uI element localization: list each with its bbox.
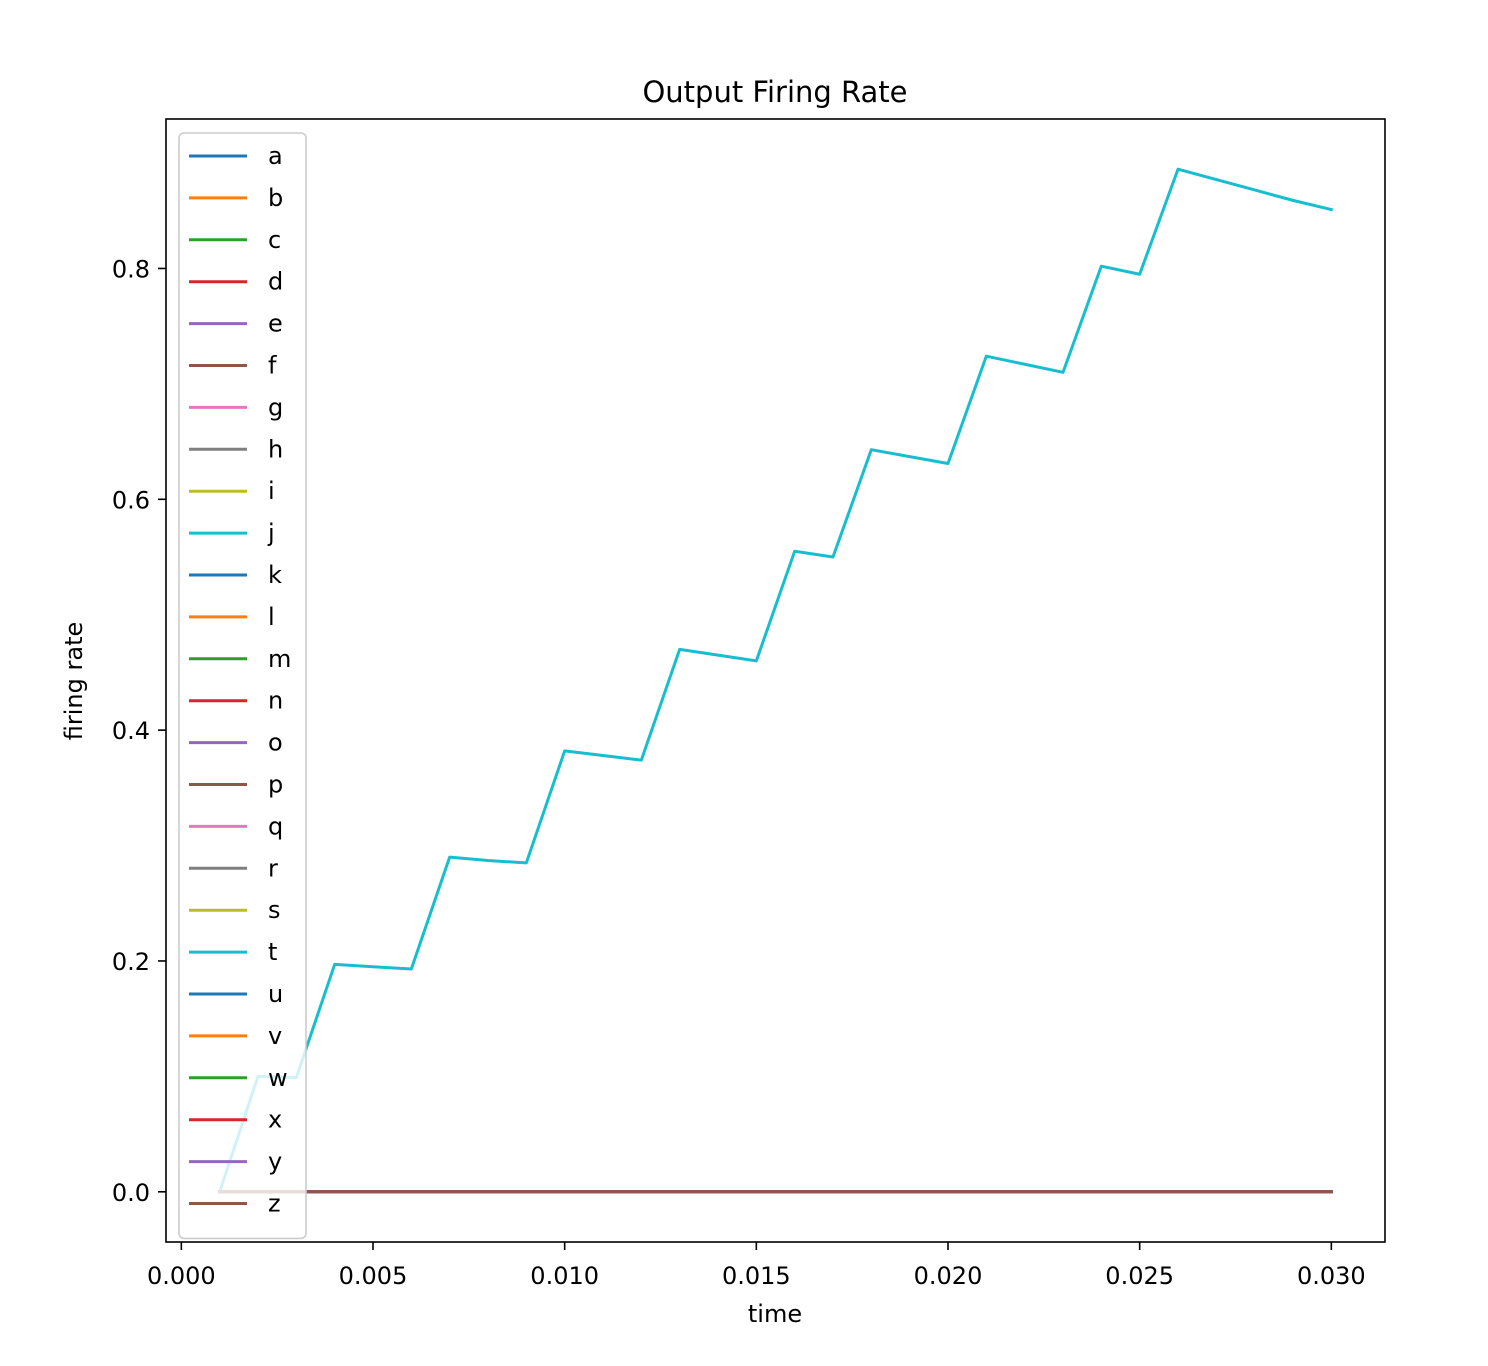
legend-label-z: z: [268, 1190, 281, 1218]
y-tick-label: 0.6: [112, 486, 150, 514]
x-tick-label: 0.025: [1105, 1262, 1174, 1290]
legend-label-c: c: [268, 226, 281, 254]
legend-label-i: i: [268, 477, 275, 505]
series-layer: [217, 167, 1334, 1194]
legend-label-e: e: [268, 310, 283, 338]
legend-label-a: a: [268, 142, 283, 170]
legend-label-v: v: [268, 1022, 282, 1050]
legend-label-q: q: [268, 812, 283, 840]
legend-label-x: x: [268, 1106, 282, 1134]
legend-label-j: j: [267, 519, 275, 547]
legend-label-n: n: [268, 687, 283, 715]
legend-label-y: y: [268, 1148, 282, 1176]
x-tick-label: 0.015: [722, 1262, 791, 1290]
legend-label-p: p: [268, 771, 283, 799]
y-tick-label: 0.2: [112, 948, 150, 976]
legend-label-w: w: [268, 1064, 288, 1092]
x-tick-label: 0.010: [530, 1262, 599, 1290]
y-tick-label: 0.0: [112, 1179, 150, 1207]
chart-title: Output Firing Rate: [642, 75, 907, 109]
x-tick-label: 0.000: [147, 1262, 216, 1290]
legend-label-h: h: [268, 435, 283, 463]
series-line-j: [217, 167, 1334, 1194]
legend-label-b: b: [268, 184, 283, 212]
legend-box: [178, 132, 307, 1240]
x-axis-label: time: [748, 1300, 802, 1328]
y-axis-label: firing rate: [60, 622, 88, 740]
legend-label-t: t: [268, 938, 277, 966]
plot-frame: [165, 118, 1386, 1243]
legend-label-o: o: [268, 729, 283, 757]
x-tick-label: 0.020: [914, 1262, 983, 1290]
legend-label-u: u: [268, 980, 283, 1008]
y-tick-label: 0.8: [112, 255, 150, 283]
x-tick-label: 0.030: [1297, 1262, 1366, 1290]
legend-label-d: d: [268, 268, 283, 296]
legend-label-f: f: [268, 352, 277, 380]
legend-label-r: r: [268, 854, 278, 882]
x-axis: 0.000 0.005 0.010 0.015 0.020 0.025 0.030: [147, 1242, 1366, 1290]
y-axis: 0.0 0.2 0.4 0.6 0.8: [112, 255, 166, 1207]
legend-label-s: s: [268, 896, 281, 924]
legend-label-l: l: [268, 603, 275, 631]
legend-label-k: k: [268, 561, 282, 589]
y-tick-label: 0.4: [112, 717, 150, 745]
legend-label-m: m: [268, 645, 291, 673]
x-tick-label: 0.005: [339, 1262, 408, 1290]
legend-label-g: g: [268, 393, 283, 421]
